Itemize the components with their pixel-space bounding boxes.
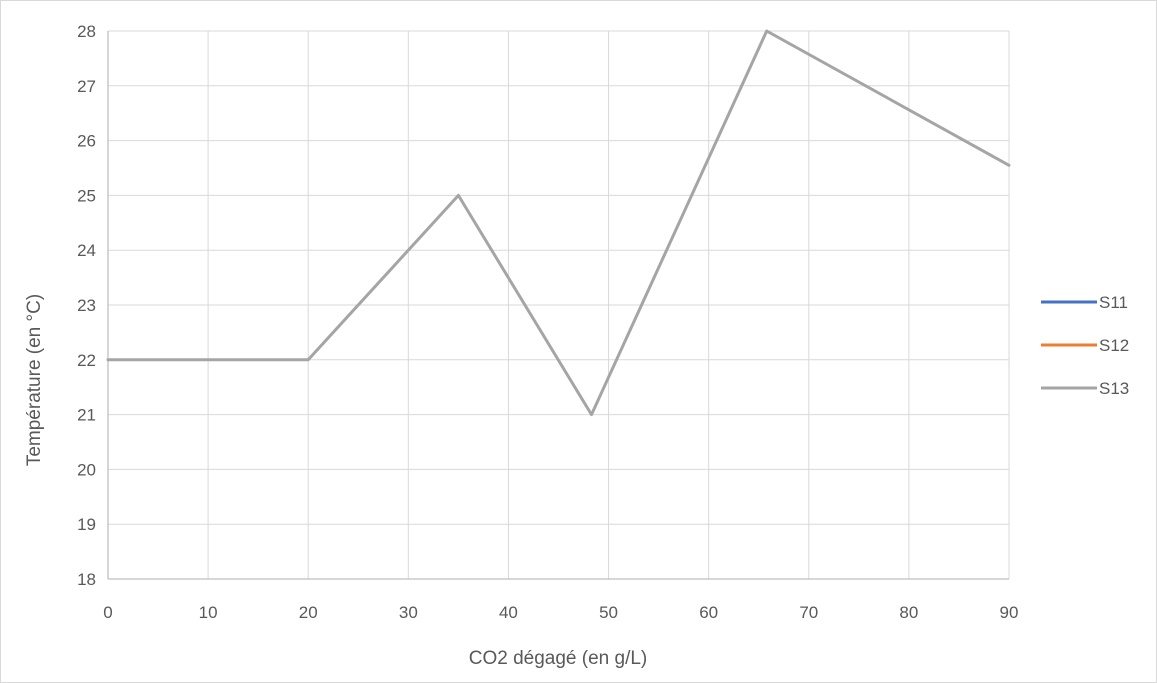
y-tick-label: 20 (77, 460, 96, 479)
y-tick-label: 28 (77, 22, 96, 41)
x-tick-label: 50 (599, 603, 618, 622)
x-tick-label: 40 (499, 603, 518, 622)
x-axis-ticks: 0 10 20 30 40 50 60 70 80 90 (103, 603, 1018, 622)
gridlines (107, 30, 1010, 580)
series-line-s13 (106, 29, 1011, 417)
x-axis-title: CO2 dégagé (en g/L) (469, 648, 648, 669)
x-tick-label: 70 (799, 603, 818, 622)
legend-label-s11: S11 (1099, 293, 1128, 312)
y-tick-label: 22 (77, 351, 96, 370)
y-tick-label: 25 (77, 186, 96, 205)
legend-label-s12: S12 (1099, 336, 1129, 355)
x-tick-label: 60 (699, 603, 718, 622)
x-tick-label: 80 (899, 603, 918, 622)
x-tick-label: 0 (103, 603, 112, 622)
legend-label-s13: S13 (1099, 379, 1129, 398)
y-tick-label: 24 (77, 241, 96, 260)
y-tick-label: 23 (77, 296, 96, 315)
y-tick-label: 27 (77, 77, 96, 96)
y-tick-label: 19 (77, 515, 96, 534)
x-tick-label: 30 (399, 603, 418, 622)
y-axis-ticks: 18 19 20 21 22 23 24 25 26 27 28 (77, 22, 96, 589)
x-tick-label: 10 (199, 603, 218, 622)
axes (107, 31, 1009, 580)
legend: S11 S12 S13 (1041, 293, 1129, 398)
x-tick-label: 90 (1000, 603, 1019, 622)
y-tick-label: 21 (77, 406, 96, 425)
x-tick-label: 20 (299, 603, 318, 622)
series-lines (106, 29, 1011, 417)
y-axis-title: Température (en °C) (24, 294, 45, 466)
y-tick-label: 26 (77, 132, 96, 151)
y-tick-label: 18 (77, 570, 96, 589)
